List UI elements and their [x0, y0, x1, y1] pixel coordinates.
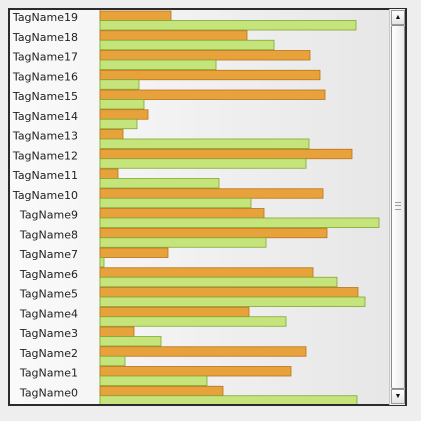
bar-series0-tagname6: [99, 267, 314, 278]
bar-series0-tagname3: [99, 326, 135, 337]
bar-series1-tagname1: [99, 375, 208, 386]
scroll-down-button[interactable]: ▼: [391, 389, 405, 404]
category-label-tagname3: TagName3: [19, 327, 78, 340]
bar-series0-tagname4: [99, 306, 250, 318]
bar-series0-tagname2: [99, 346, 307, 357]
bar-series0-tagname7: [99, 247, 169, 258]
scroll-up-button[interactable]: ▲: [391, 10, 405, 25]
bar-series0-tagname12: [99, 148, 353, 160]
vertical-scrollbar[interactable]: ▲ ▼: [389, 9, 405, 405]
bar-series1-tagname14: [99, 118, 138, 130]
category-label-tagname5: TagName5: [19, 288, 78, 301]
bar-series1-tagname3: [99, 336, 162, 347]
category-label-tagname2: TagName2: [19, 347, 78, 360]
bar-series0-tagname8: [99, 227, 328, 239]
bar-series1-tagname15: [99, 99, 145, 110]
bar-series1-tagname9: [99, 217, 380, 228]
category-label-tagname8: TagName8: [19, 228, 78, 241]
bar-series1-tagname17: [99, 59, 217, 70]
bar-series0-tagname13: [99, 129, 124, 140]
scroll-grip-icon: [395, 202, 401, 210]
bar-series0-tagname1: [99, 366, 292, 377]
category-label-tagname16: TagName16: [12, 70, 78, 83]
bar-series1-tagname4: [99, 316, 287, 327]
category-label-tagname11: TagName11: [12, 169, 78, 182]
bar-series0-tagname15: [99, 89, 326, 100]
category-label-tagname10: TagName10: [12, 189, 78, 202]
category-label-tagname0: TagName0: [19, 386, 78, 399]
category-label-tagname9: TagName9: [19, 209, 78, 222]
category-label-tagname4: TagName4: [19, 307, 78, 320]
bar-series1-tagname18: [99, 39, 275, 51]
bar-chart: TagName19 TagName18 TagName17 TagName16 TagN…: [12, 10, 380, 404]
bar-series0-tagname14: [99, 109, 149, 120]
category-label-tagname15: TagName15: [12, 90, 78, 103]
bar-series0-tagname19: [99, 10, 172, 21]
bar-series0-tagname18: [99, 30, 248, 41]
bar-series1-tagname0: [99, 395, 358, 404]
category-label-tagname7: TagName7: [19, 248, 78, 261]
bar-series0-tagname16: [99, 69, 321, 81]
bar-series0-tagname5: [99, 287, 359, 298]
chart-frame: TagName19 TagName18 TagName17 TagName16 TagN…: [8, 8, 407, 406]
category-label-tagname17: TagName17: [12, 51, 78, 64]
bar-series0-tagname17: [99, 50, 311, 61]
bar-series1-tagname12: [99, 158, 307, 169]
bar-series0-tagname11: [99, 168, 119, 179]
category-label-tagname13: TagName13: [12, 130, 78, 143]
category-label-tagname1: TagName1: [19, 367, 78, 380]
bar-series1-tagname16: [99, 79, 140, 90]
bar-series1-tagname11: [99, 178, 220, 189]
bar-series1-tagname13: [99, 138, 310, 149]
bar-series1-tagname6: [99, 276, 338, 288]
category-label-tagname19: TagName19: [12, 11, 78, 24]
bar-series0-tagname0: [99, 385, 224, 397]
bar-series1-tagname2: [99, 355, 126, 367]
bar-series1-tagname7: [99, 257, 105, 268]
bar-series1-tagname5: [99, 296, 366, 307]
scroll-thumb[interactable]: [391, 25, 405, 389]
bar-series1-tagname19: [99, 20, 357, 31]
bar-series0-tagname9: [99, 208, 265, 219]
category-label-tagname14: TagName14: [12, 110, 78, 123]
category-label-tagname18: TagName18: [12, 31, 78, 44]
category-label-tagname12: TagName12: [12, 149, 78, 162]
bar-series1-tagname10: [99, 197, 252, 209]
bar-series0-tagname10: [99, 188, 324, 199]
bar-series1-tagname8: [99, 237, 267, 248]
category-label-tagname6: TagName6: [19, 268, 78, 281]
